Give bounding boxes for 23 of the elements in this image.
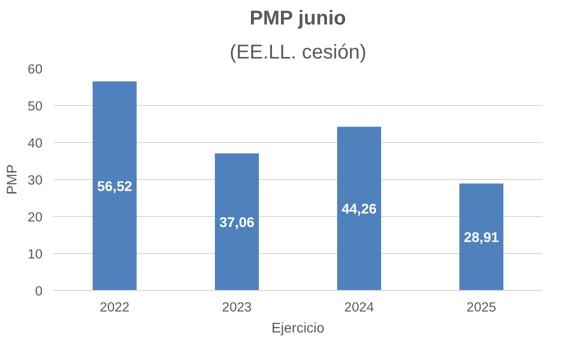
y-tick-label: 50 (28, 98, 43, 114)
data-label: 37,06 (219, 214, 255, 230)
data-label: 56,52 (97, 178, 132, 194)
bar (214, 153, 259, 290)
y-tick-label: 40 (28, 136, 43, 150)
y-tick-label: 60 (28, 62, 43, 76)
data-label: 44,26 (342, 200, 377, 217)
y-axis-title: PMP (4, 164, 20, 195)
bar (459, 184, 504, 290)
chart-title: PMP junio (250, 8, 346, 30)
y-tick-label: 0 (35, 284, 43, 298)
x-tick-label: 2023 (222, 300, 252, 314)
x-tick-label: 2025 (466, 300, 496, 314)
y-tick-label: 20 (28, 210, 43, 224)
chart-subtitle: (EE.LL. cesión) (230, 42, 366, 64)
bar (337, 126, 382, 290)
data-label: 28,91 (464, 229, 500, 246)
x-tick-label: 2022 (100, 300, 130, 314)
x-tick-label: 2024 (344, 300, 375, 314)
y-tick-label: 30 (28, 172, 43, 188)
y-tick-label: 10 (28, 246, 43, 262)
bar (92, 81, 137, 290)
x-axis-title: Ejercicio (272, 320, 325, 336)
